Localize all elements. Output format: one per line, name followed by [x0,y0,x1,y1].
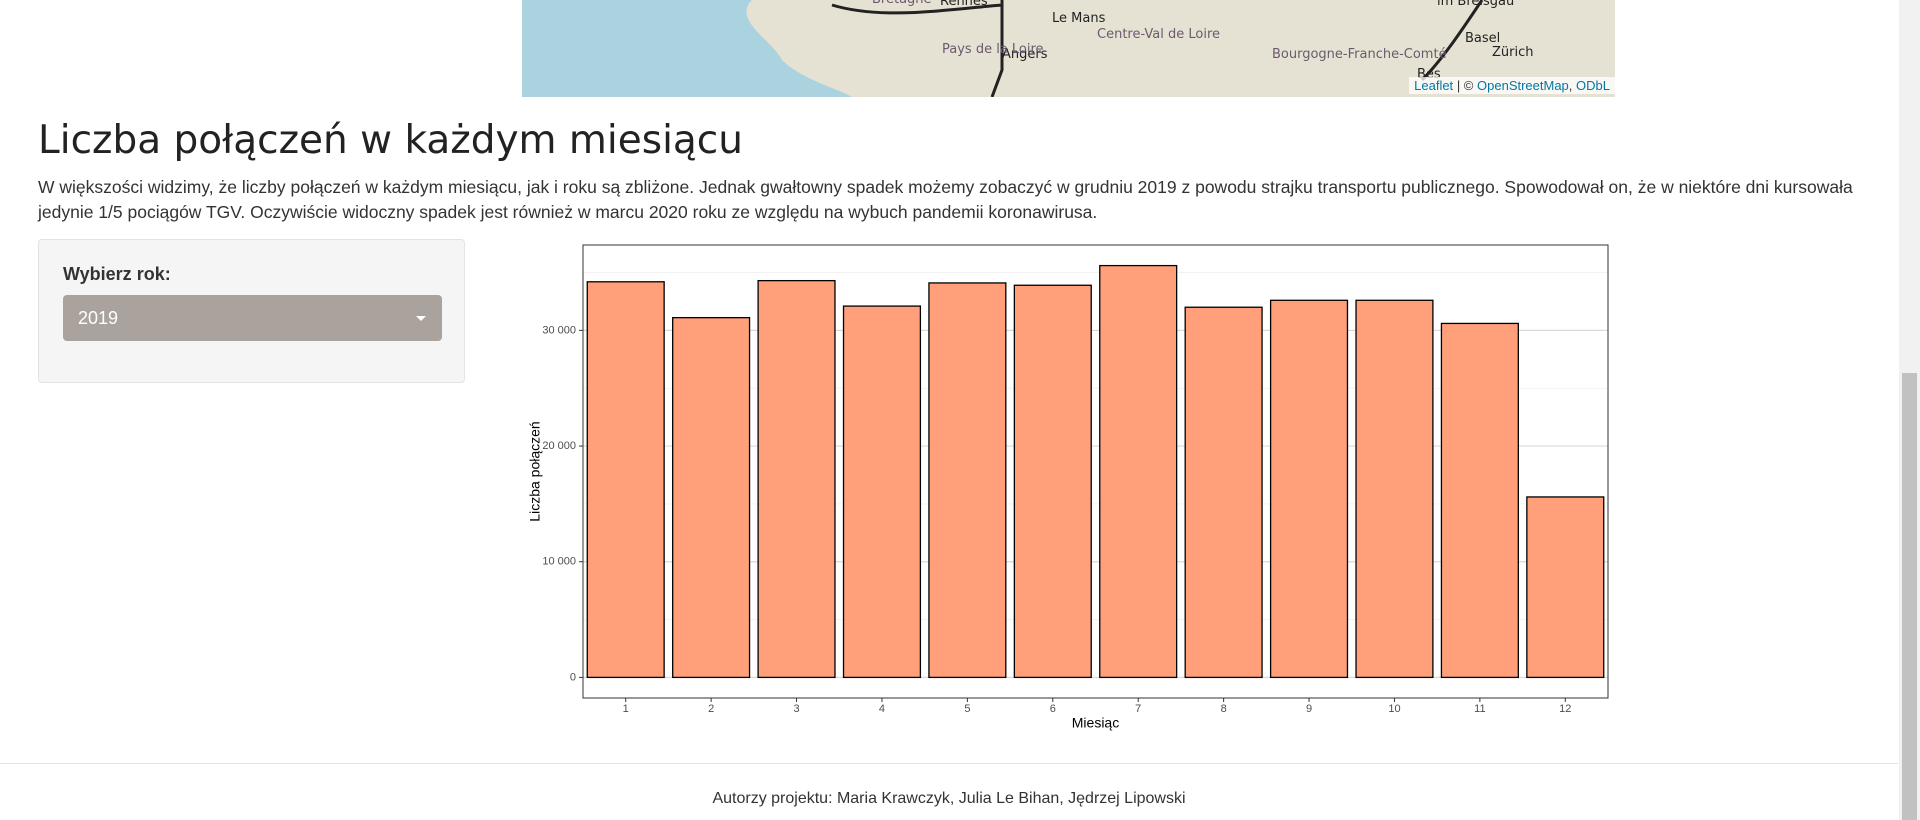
bar [757,279,836,679]
bar [1355,299,1434,679]
map-label: im Breisgau [1437,0,1514,9]
plot-border [582,244,1609,699]
y-tick-label: 30 000 [542,324,576,336]
footer-text: Autorzy projektu: Maria Krawczyk, Julia … [712,790,1186,807]
map-label: Bourgogne-Franche-Comté [1272,47,1447,62]
plot-panel [583,245,1608,698]
y-tick-label: 10 000 [542,556,576,568]
bar [1269,299,1349,679]
x-tick-label: 2 [708,703,714,715]
y-tick-label: 0 [570,671,576,683]
leaflet-link[interactable]: Leaflet [1414,78,1454,93]
x-tick-label: 8 [1221,703,1227,715]
x-tick-label: 3 [793,703,799,715]
x-tick-label: 5 [964,703,970,715]
osm-link[interactable]: OpenStreetMap [1477,78,1569,93]
x-axis-title: Miesiąc [1072,715,1119,731]
x-tick-label: 1 [623,703,629,715]
map-sea [522,0,852,97]
map-borders [831,0,1484,97]
attribution-separator: | © [1456,78,1474,93]
section-title: Liczba połączeń w każdym miesiącu [38,118,743,163]
map-attribution: Leaflet | © OpenStreetMap, ODbL [1409,77,1615,94]
y-tick-label: 20 000 [542,440,576,452]
x-tick-label: 9 [1306,703,1312,715]
map-label: Pays de la Loire [942,42,1044,57]
map-label: Zürich [1492,45,1534,60]
map-label: Centre-Val de Loire [1097,27,1220,42]
x-tick-label: 11 [1474,703,1485,715]
select-label: Wybierz rok: [63,264,171,284]
bar [1013,284,1092,679]
scrollbar-thumb[interactable] [1902,373,1917,820]
x-tick-label: 4 [879,703,885,715]
map-label: Basel [1465,31,1500,46]
odbl-link[interactable]: ODbL [1576,78,1610,93]
map-label: Le Mans [1052,11,1106,26]
map-label: Rennes [940,0,988,9]
bar [842,305,922,679]
x-tick-label: 12 [1559,703,1571,715]
bar [672,316,751,679]
controls-panel: Wybierz rok: 2019 [38,239,465,383]
bar [586,281,665,679]
year-select[interactable]: 2019 [63,295,442,341]
bar [1440,322,1519,679]
bar [1099,264,1178,679]
section-description: W większości widzimy, że liczby połączeń… [38,177,1853,222]
bar [1526,496,1605,679]
scrollbar[interactable] [1899,0,1920,820]
x-tick-label: 10 [1388,703,1400,715]
map-label: Bretagne [872,0,932,7]
map-label: Angers [1002,47,1048,62]
bar [1184,306,1263,679]
bar [928,282,1007,679]
x-tick-label: 7 [1135,703,1141,715]
footer-divider [0,763,1898,764]
y-axis-title: Liczba połączeń [527,421,543,521]
x-tick-label: 6 [1050,703,1056,715]
